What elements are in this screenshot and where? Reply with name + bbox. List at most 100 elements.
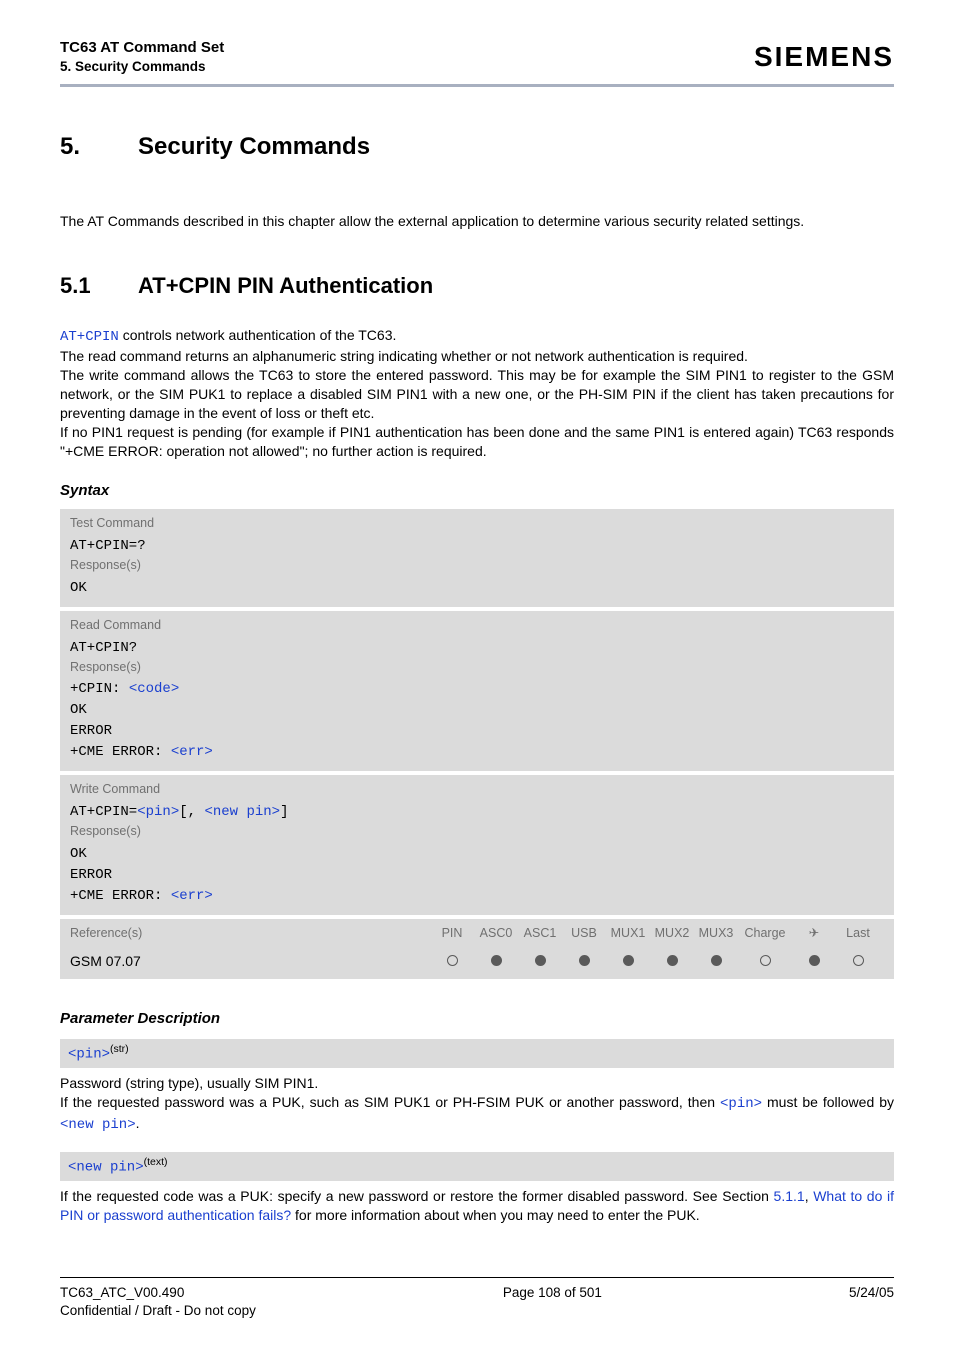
pin-param-link[interactable]: <pin>	[137, 804, 179, 820]
page-footer: TC63_ATC_V00.490 Confidential / Draft - …	[60, 1277, 894, 1320]
param-newpin: <new pin>	[68, 1160, 144, 1176]
header-left: TC63 AT Command Set 5. Security Commands	[60, 38, 224, 76]
dot-col	[694, 952, 738, 971]
param-newpin-type: (text)	[144, 1156, 168, 1168]
dot-col	[474, 952, 518, 971]
section-title: AT+CPIN PIN Authentication	[138, 273, 433, 298]
write-resp: OK ERROR +CME ERROR: <err>	[70, 844, 884, 907]
read-r3: ERROR	[70, 723, 112, 739]
test-cmd: AT+CPIN=?	[70, 536, 884, 557]
write-r1: OK	[70, 846, 87, 862]
dot-empty-icon	[853, 955, 864, 966]
write-c5: ]	[280, 804, 288, 820]
col-last: Last	[836, 925, 880, 942]
dot-col	[836, 952, 880, 971]
dot-filled-icon	[667, 955, 678, 966]
dot-filled-icon	[711, 955, 722, 966]
p1-d2c: must be followed by	[762, 1094, 894, 1110]
write-r2: ERROR	[70, 867, 112, 883]
write-resp-label: Response(s)	[70, 823, 884, 840]
param-newpin-desc: If the requested code was a PUK: specify…	[60, 1187, 894, 1225]
col-charge: Charge	[738, 925, 792, 942]
err-param-link-2[interactable]: <err>	[171, 888, 213, 904]
p2-d1c: ,	[805, 1188, 814, 1204]
doc-title: TC63 AT Command Set	[60, 38, 224, 58]
p2-d1a: If the requested code was a PUK: specify…	[60, 1188, 774, 1204]
test-resp-label: Response(s)	[70, 557, 884, 574]
section-number: 5.1	[60, 271, 138, 301]
col-usb: USB	[562, 925, 606, 942]
header-rule	[60, 84, 894, 87]
gsm-ref: GSM 07.07	[70, 952, 430, 971]
section-ref-link[interactable]: 5.1.1	[774, 1188, 805, 1204]
read-r2: OK	[70, 702, 87, 718]
dot-filled-icon	[491, 955, 502, 966]
desc-line2: The read command returns an alphanumeric…	[60, 348, 748, 364]
chapter-intro: The AT Commands described in this chapte…	[60, 212, 894, 231]
col-mux1: MUX1	[606, 925, 650, 942]
newpin-param-link[interactable]: <new pin>	[204, 804, 280, 820]
p1-d2a: If the requested password was a PUK, suc…	[60, 1094, 720, 1110]
dot-col	[738, 952, 792, 971]
newpin-link-inline[interactable]: <new pin>	[60, 1117, 136, 1133]
write-c1: AT+CPIN=	[70, 804, 137, 820]
read-command-block: Read Command AT+CPIN? Response(s) +CPIN:…	[60, 611, 894, 772]
param-pin-type: (str)	[110, 1043, 129, 1055]
dot-col	[518, 952, 562, 971]
write-command-block: Write Command AT+CPIN=<pin>[, <new pin>]…	[60, 775, 894, 915]
section-heading: 5.1AT+CPIN PIN Authentication	[60, 271, 894, 301]
ref-columns: PIN ASC0 ASC1 USB MUX1 MUX2 MUX3 Charge …	[430, 925, 880, 942]
col-pin: PIN	[430, 925, 474, 942]
reference-data-row: GSM 07.07	[60, 948, 894, 979]
read-resp: +CPIN: <code> OK ERROR +CME ERROR: <err>	[70, 679, 884, 763]
chapter-number: 5.	[60, 131, 138, 163]
dot-filled-icon	[623, 955, 634, 966]
footer-date: 5/24/05	[849, 1284, 894, 1320]
code-param-link[interactable]: <code>	[129, 681, 179, 697]
read-r1a: +CPIN:	[70, 681, 129, 697]
desc-line1: controls network authentication of the T…	[119, 327, 397, 343]
footer-left: TC63_ATC_V00.490 Confidential / Draft - …	[60, 1284, 256, 1320]
dot-empty-icon	[760, 955, 771, 966]
p1-d2e: .	[136, 1115, 140, 1131]
section-description: AT+CPIN controls network authentication …	[60, 326, 894, 460]
dot-col	[650, 952, 694, 971]
reference-header-row: Reference(s) PIN ASC0 ASC1 USB MUX1 MUX2…	[60, 919, 894, 948]
write-c3: [,	[179, 804, 204, 820]
write-r3a: +CME ERROR:	[70, 888, 171, 904]
param-pin-desc: Password (string type), usually SIM PIN1…	[60, 1074, 894, 1135]
dot-col	[562, 952, 606, 971]
atcpin-link[interactable]: AT+CPIN	[60, 329, 119, 345]
dot-col	[792, 952, 836, 971]
p1-d1: Password (string type), usually SIM PIN1…	[60, 1075, 318, 1091]
param-pin-name: <pin>(str)	[60, 1039, 894, 1068]
dot-empty-icon	[447, 955, 458, 966]
write-label: Write Command	[70, 781, 884, 798]
doc-subtitle: 5. Security Commands	[60, 58, 224, 76]
param-newpin-name: <new pin>(text)	[60, 1152, 894, 1181]
p2-d1e: for more information about when you may …	[291, 1207, 700, 1223]
chapter-title: Security Commands	[138, 133, 370, 160]
read-r4a: +CME ERROR:	[70, 744, 171, 760]
write-cmd: AT+CPIN=<pin>[, <new pin>]	[70, 802, 884, 823]
dot-col	[430, 952, 474, 971]
err-param-link[interactable]: <err>	[171, 744, 213, 760]
col-asc0: ASC0	[474, 925, 518, 942]
param-description-heading: Parameter Description	[60, 1009, 894, 1029]
chapter-heading: 5.Security Commands	[60, 131, 894, 163]
read-label: Read Command	[70, 617, 884, 634]
reference-label: Reference(s)	[70, 925, 430, 942]
col-mux3: MUX3	[694, 925, 738, 942]
col-airplane-icon: ✈	[792, 925, 836, 942]
test-resp: OK	[70, 578, 884, 599]
pin-link-inline[interactable]: <pin>	[720, 1096, 762, 1112]
dot-filled-icon	[535, 955, 546, 966]
dot-col	[606, 952, 650, 971]
footer-page: Page 108 of 501	[503, 1284, 602, 1320]
dot-columns	[430, 952, 880, 971]
dot-filled-icon	[579, 955, 590, 966]
brand-logo: SIEMENS	[754, 38, 894, 76]
col-mux2: MUX2	[650, 925, 694, 942]
test-label: Test Command	[70, 515, 884, 532]
desc-line3: The write command allows the TC63 to sto…	[60, 367, 894, 421]
